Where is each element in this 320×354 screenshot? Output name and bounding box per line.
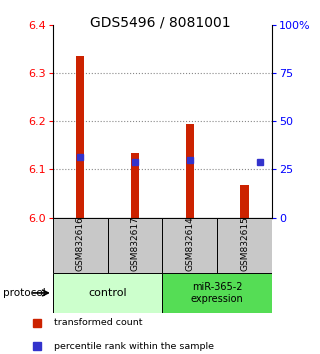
Text: transformed count: transformed count [54, 318, 143, 327]
Text: GSM832617: GSM832617 [131, 217, 140, 272]
Text: percentile rank within the sample: percentile rank within the sample [54, 342, 214, 351]
Bar [217, 218, 272, 273]
Text: GSM832615: GSM832615 [240, 217, 249, 272]
Bar [53, 273, 163, 313]
Bar [131, 153, 139, 218]
Bar [163, 273, 272, 313]
Bar [108, 218, 162, 273]
Text: control: control [88, 288, 127, 298]
Bar [186, 124, 194, 218]
Bar [53, 218, 108, 273]
Text: GDS5496 / 8081001: GDS5496 / 8081001 [90, 16, 230, 30]
Text: protocol: protocol [3, 288, 46, 298]
Bar [241, 185, 249, 218]
Bar [163, 218, 217, 273]
Text: miR-365-2
expression: miR-365-2 expression [191, 282, 244, 304]
Text: GSM832616: GSM832616 [76, 217, 85, 272]
Bar [76, 56, 84, 218]
Text: GSM832614: GSM832614 [185, 217, 194, 272]
